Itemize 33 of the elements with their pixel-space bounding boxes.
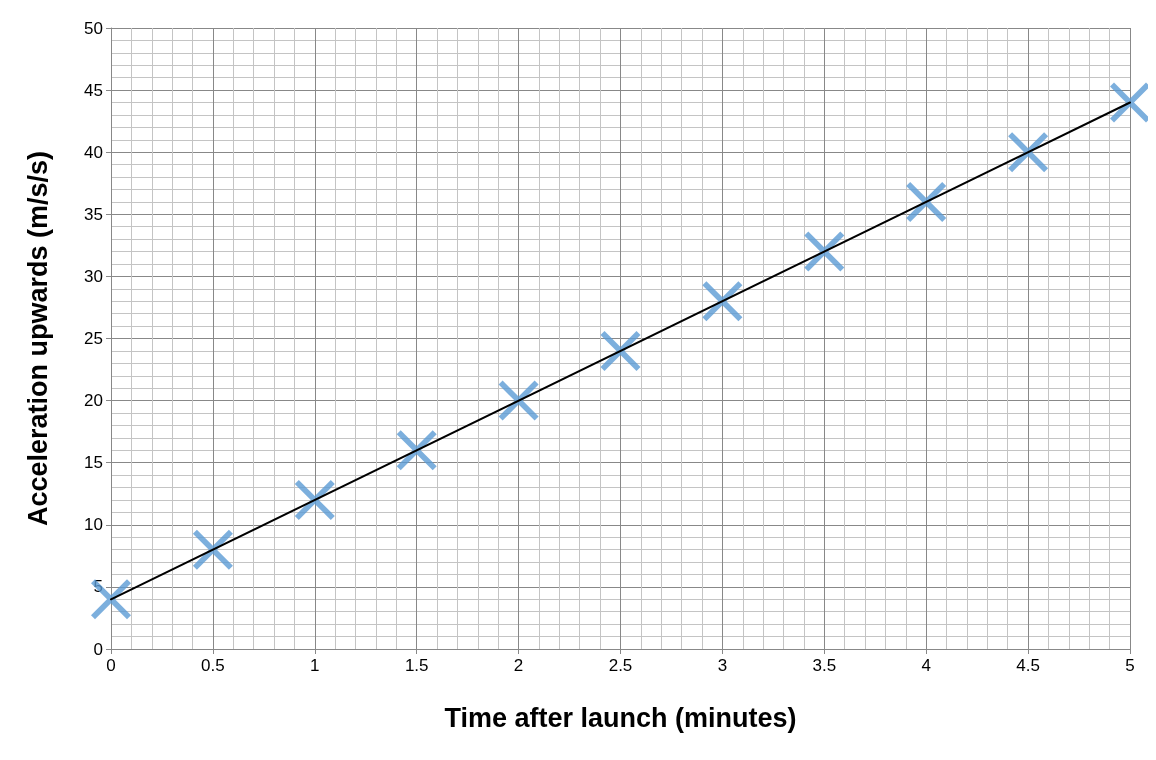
y-tick-label: 35: [84, 204, 103, 224]
point: [91, 579, 131, 620]
point: [804, 231, 845, 272]
y-tick-label: 40: [84, 142, 103, 162]
x-tick-label: 4.5: [1016, 656, 1040, 675]
y-tick-label: 50: [84, 18, 103, 38]
x-tick-label: 0: [106, 656, 116, 675]
y-tick-label: 20: [84, 391, 103, 411]
x-tick-label: 3: [717, 656, 728, 675]
x-tick-label: 1.5: [404, 656, 429, 675]
point: [192, 529, 233, 570]
point: [600, 330, 641, 371]
x-tick-label: 2: [513, 656, 524, 675]
x-tick-label: 3.5: [812, 656, 837, 675]
point: [906, 181, 947, 222]
point: [294, 479, 335, 520]
x-tick-label: 1: [310, 656, 320, 675]
point: [498, 380, 539, 421]
y-tick-label: 0: [93, 639, 103, 659]
point: [702, 281, 743, 322]
y-tick-label: 15: [84, 453, 103, 473]
x-tick-label: 0.5: [201, 656, 225, 675]
x-tick-label: 5: [1125, 656, 1135, 675]
x-tick-label: 4: [921, 656, 931, 675]
y-tick-label: 10: [84, 515, 103, 535]
x-axis-title: Time after launch (minutes): [444, 702, 797, 733]
x-tick-label: 2.5: [608, 656, 633, 675]
y-tick-label: 25: [84, 329, 103, 348]
y-tick-label: 30: [84, 266, 103, 286]
y-axis-title: Acceleration upwards (m/s/s): [22, 150, 53, 527]
y-tick-label: 45: [84, 80, 103, 100]
point: [1008, 132, 1049, 173]
point: [396, 430, 437, 471]
